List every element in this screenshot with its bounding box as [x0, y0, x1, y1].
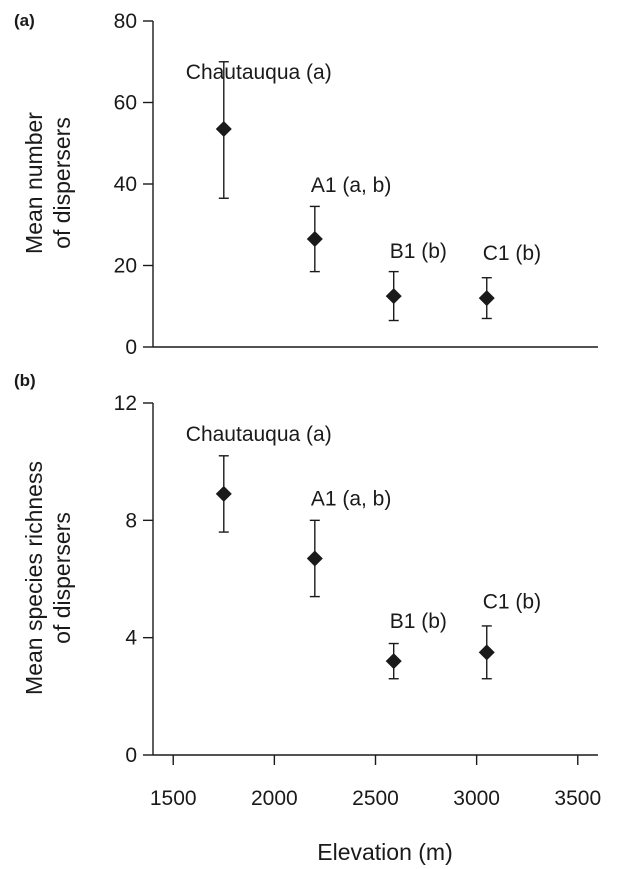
panel-b-plot: 0 4 8 12 1500 2000 2500 3000 3500 Chautauqua (a) A… — [114, 392, 601, 810]
panel-b-point-chautauqua-label: Chautauqua (a) — [186, 423, 332, 446]
panel-b-x-tick-label: 2500 — [352, 787, 399, 810]
panel-a-point-chautauqua-label: Chautauqua (a) — [186, 61, 332, 84]
panel-b-point-a1-marker — [306, 550, 323, 567]
panel-b-letter: (b) — [14, 371, 36, 390]
panel-b-point-b1-label: B1 (b) — [390, 610, 447, 633]
panel-b-x-tick-label: 2000 — [251, 787, 298, 810]
panel-b-y-tick-label: 12 — [114, 392, 137, 415]
panel-a-letter: (a) — [14, 11, 35, 30]
panel-a-y-tick-label: 0 — [125, 336, 137, 359]
x-axis-title: Elevation (m) — [317, 839, 452, 865]
panel-b-y-axis-title-line-2: of dispersers — [49, 512, 75, 644]
panel-b-point-b1-marker — [385, 653, 402, 670]
panel-b-y-axis-title: Mean species richness of dispersers — [21, 461, 75, 695]
panel-a-plot: 0 20 40 60 80 Chautauqua (a) A1 (a, b) B1 (b) C1… — [114, 10, 598, 359]
panel-b-y-tick-label: 0 — [125, 744, 137, 767]
panel-b-x-tick-label: 3500 — [554, 787, 601, 810]
panel-a-point-c1-label: C1 (b) — [483, 242, 541, 265]
panel-b-point-c1-label: C1 (b) — [483, 590, 541, 613]
panel-b-point-chautauqua-marker — [215, 485, 232, 502]
panel-a: (a) Mean number of dispersers 0 20 40 60 80 C… — [14, 10, 598, 359]
panel-b-point-c1-marker — [478, 644, 495, 661]
panel-a-point-b1-marker — [385, 288, 402, 305]
panel-b-x-tick-label: 3000 — [453, 787, 500, 810]
panel-a-point-chautauqua-marker — [215, 120, 232, 137]
panel-a-y-tick-label: 60 — [114, 92, 137, 115]
panel-a-y-tick-label: 40 — [114, 173, 137, 196]
panel-b-x-tick-label: 1500 — [150, 787, 197, 810]
panel-a-y-axis-title-line-1: Mean number — [21, 112, 47, 254]
panel-a-point-a1-label: A1 (a, b) — [311, 174, 392, 197]
panel-b-y-axis-title-line-1: Mean species richness — [21, 461, 47, 695]
panel-a-y-tick-label: 20 — [114, 255, 137, 278]
panel-a-y-axis-title-line-2: of dispersers — [49, 117, 75, 249]
panel-b: (b) Mean species richness of dispersers … — [14, 371, 601, 865]
panel-a-y-tick-label: 80 — [114, 10, 137, 33]
panel-b-point-a1-label: A1 (a, b) — [311, 487, 392, 510]
panel-a-point-c1-marker — [478, 290, 495, 307]
panel-b-y-tick-label: 8 — [125, 509, 137, 532]
panel-a-point-a1-marker — [306, 231, 323, 248]
panel-b-y-tick-label: 4 — [125, 627, 137, 650]
panel-a-point-b1-label: B1 (b) — [390, 240, 447, 263]
panel-a-y-axis-title: Mean number of dispersers — [21, 112, 75, 254]
